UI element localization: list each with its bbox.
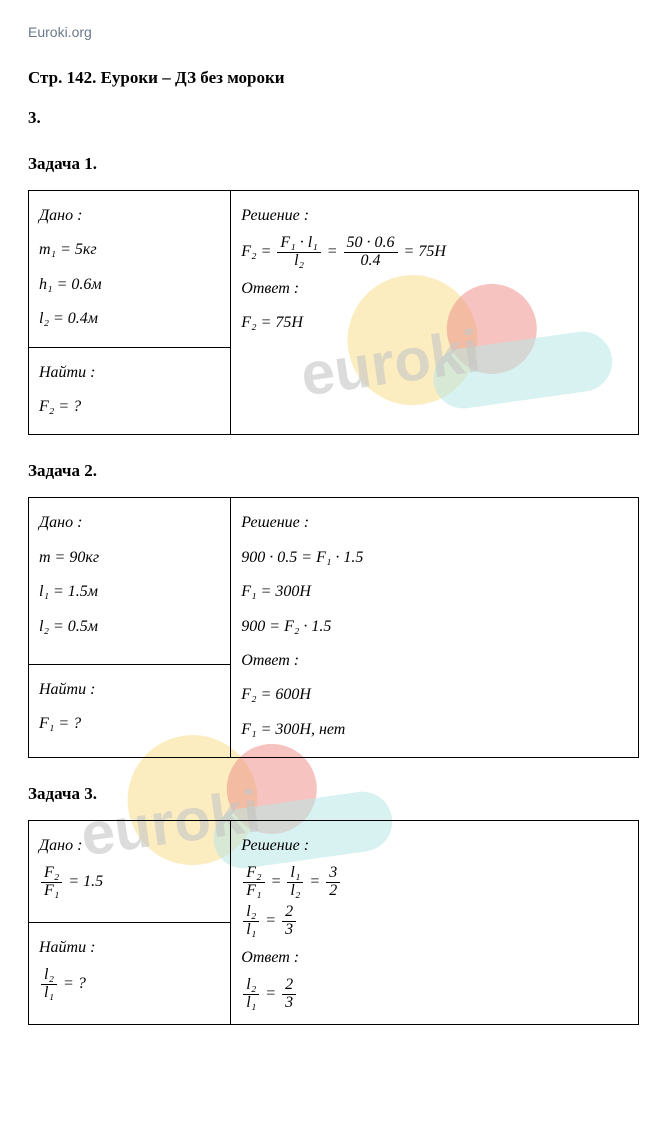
answer-value: F₂ = 75H [241,308,628,338]
given-value: l₂ = 0.4м [39,304,220,334]
problem-title-2: Задача 2. [28,461,639,481]
answer-line: F₁ = 300H, нет [241,715,628,745]
solution-line: F₂F₁ = l₁l₂ = 32 [241,865,628,900]
solution-label: Решение : [241,831,628,861]
given-value: F₂F₁ = 1.5 [39,865,220,900]
problem-table-3: Дано : F₂F₁ = 1.5 Решение : F₂F₁ = l₁l₂ … [28,820,639,1025]
solution-label: Решение : [241,201,628,231]
solution-formula: F₂ = F₁ · l₁l₂ = 50 · 0.60.4 = 75H [241,235,628,270]
solution-line: 900 = F₂ · 1.5 [241,612,628,642]
find-label: Найти : [39,933,220,963]
problem-table-2: Дано : m = 90кг l₁ = 1.5м l₂ = 0.5м Реше… [28,497,639,758]
find-value: F₁ = ? [39,709,220,739]
given-value: m₁ = 5кг [39,235,220,265]
solution-line: l₂l₁ = 23 [241,904,628,939]
site-label: Euroki.org [28,24,639,40]
given-value: m = 90кг [39,543,220,573]
given-value: l₁ = 1.5м [39,577,220,607]
section-number: 3. [28,108,639,128]
answer-line: l₂l₁ = 23 [241,977,628,1012]
given-label: Дано : [39,831,220,861]
problem-table-1: Дано : m₁ = 5кг h₁ = 0.6м l₂ = 0.4м Реше… [28,190,639,435]
given-label: Дано : [39,508,220,538]
solution-label: Решение : [241,508,628,538]
find-label: Найти : [39,358,220,388]
page-title: Стр. 142. Еуроки – ДЗ без мороки [28,68,639,88]
solution-line: 900 · 0.5 = F₁ · 1.5 [241,543,628,573]
answer-line: F₂ = 600H [241,680,628,710]
answer-label: Ответ : [241,274,628,304]
problem-title-1: Задача 1. [28,154,639,174]
given-label: Дано : [39,201,220,231]
answer-label: Ответ : [241,943,628,973]
given-value: l₂ = 0.5м [39,612,220,642]
answer-label: Ответ : [241,646,628,676]
problem-title-3: Задача 3. [28,784,639,804]
solution-line: F₁ = 300H [241,577,628,607]
given-value: h₁ = 0.6м [39,270,220,300]
find-value: l₂l₁ = ? [39,967,220,1002]
find-label: Найти : [39,675,220,705]
find-value: F₂ = ? [39,392,220,422]
